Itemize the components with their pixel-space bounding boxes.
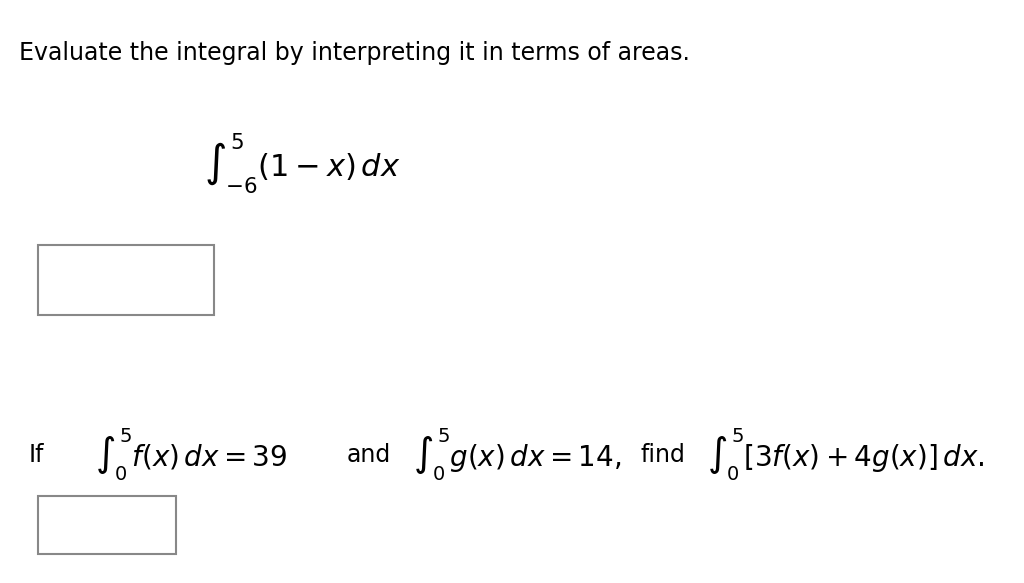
Text: find: find	[641, 442, 685, 467]
Text: If: If	[29, 442, 44, 467]
Text: $\int_{-6}^{5} (1 - x)\, dx$: $\int_{-6}^{5} (1 - x)\, dx$	[204, 131, 400, 195]
Text: Evaluate the integral by interpreting it in terms of areas.: Evaluate the integral by interpreting it…	[19, 41, 690, 65]
Text: $\int_{0}^{5} f(x)\, dx = 39$: $\int_{0}^{5} f(x)\, dx = 39$	[95, 426, 287, 483]
Text: $\int_{0}^{5} g(x)\, dx = 14,$: $\int_{0}^{5} g(x)\, dx = 14,$	[413, 426, 621, 483]
FancyBboxPatch shape	[38, 245, 214, 315]
Text: and: and	[346, 442, 390, 467]
Text: $\int_{0}^{5} [3f(x) + 4g(x)]\, dx.$: $\int_{0}^{5} [3f(x) + 4g(x)]\, dx.$	[707, 426, 984, 483]
FancyBboxPatch shape	[38, 496, 175, 554]
